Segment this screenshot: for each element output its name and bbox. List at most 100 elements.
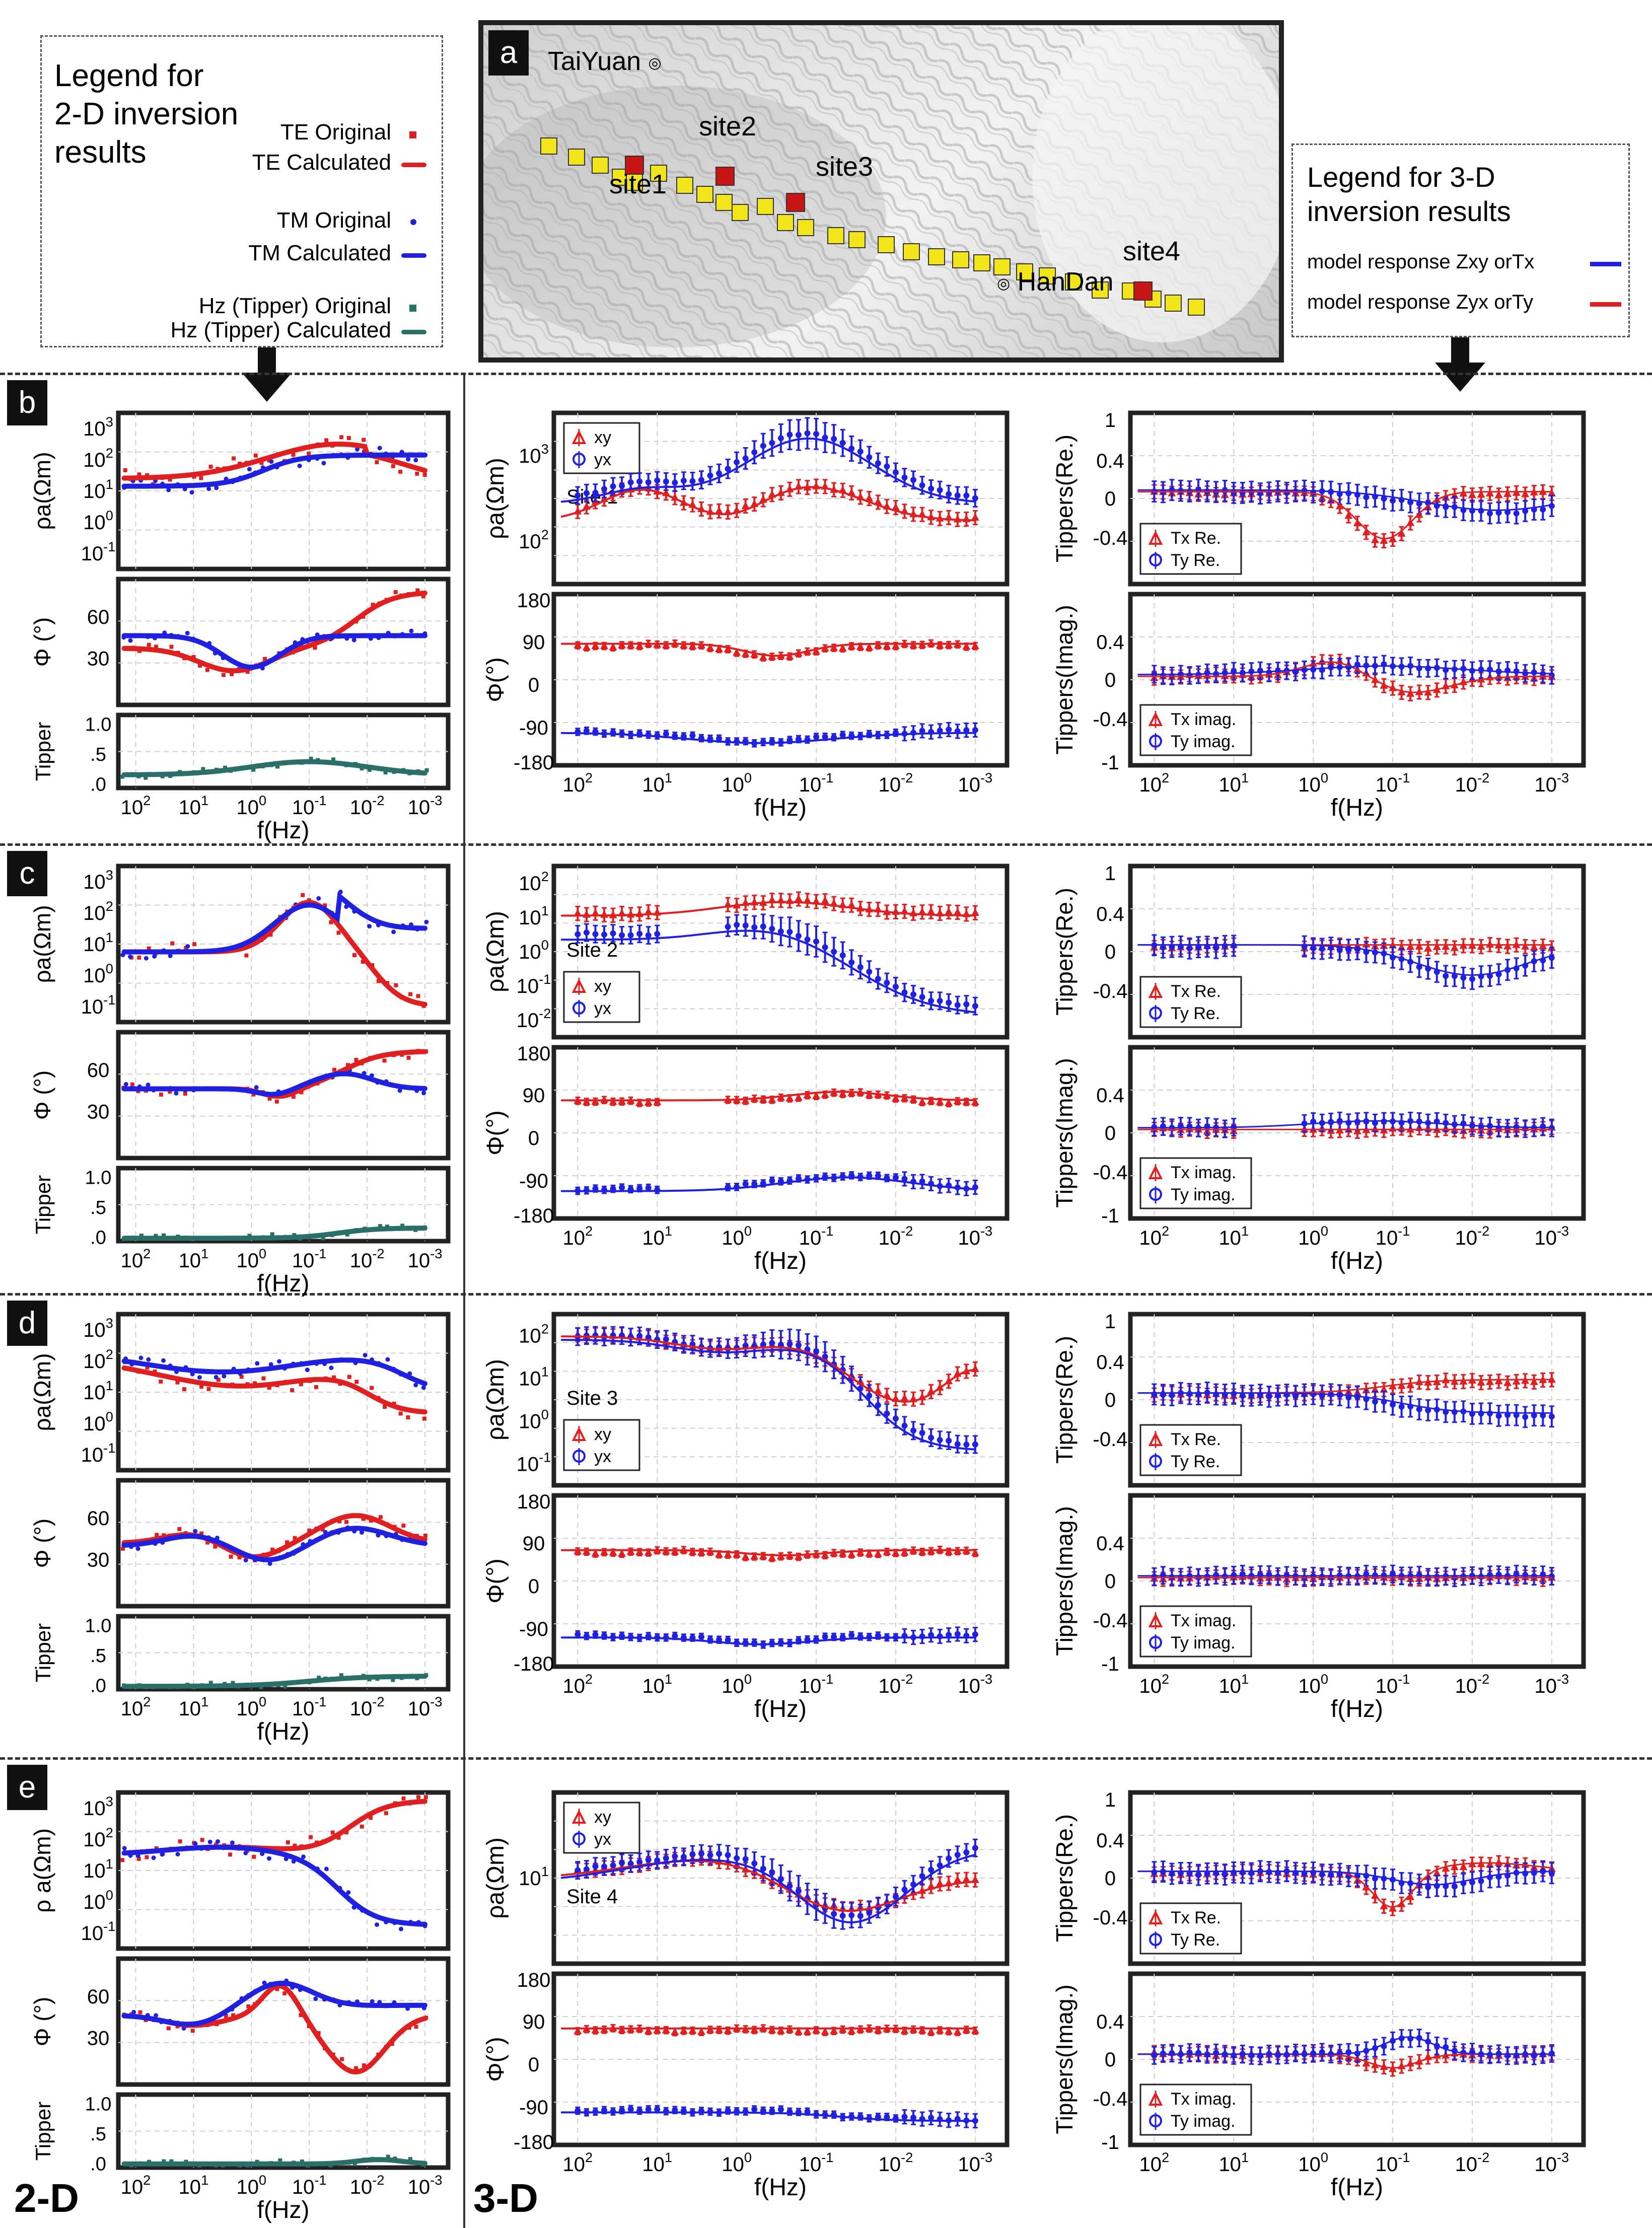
- tick-base: 10: [1298, 1227, 1321, 1249]
- panel-b-ty-im-marker: [1425, 665, 1431, 672]
- panel-d-te-calculated-line: [121, 1365, 427, 1415]
- panel-b-tx-re-marker: [1521, 489, 1530, 497]
- panel-c-yx-phase-marker: [592, 1185, 599, 1192]
- city-taiyuan: TaiYuan ◎: [548, 46, 662, 77]
- panel-b-yx-rho-marker: [919, 482, 925, 488]
- panel-c-tx-re-marker: [1477, 942, 1485, 950]
- tick-base: 10: [563, 1227, 586, 1249]
- tick-exponent: -2: [372, 793, 384, 808]
- panel-b-tipper-re-ytick: -0.4: [1093, 527, 1128, 549]
- panel-c-yx-phase-marker: [636, 1185, 643, 1191]
- panel-c-rho-legend: xy yx: [563, 971, 640, 1023]
- panel-b-tipper-xtick: 101: [1218, 770, 1249, 796]
- panel-c-xy-phase-marker: [794, 1093, 803, 1101]
- tick-base: 10: [236, 1250, 259, 1272]
- panel-c-tm-original-point: [185, 944, 190, 949]
- panel-b-hz-calculated-line: [121, 759, 427, 777]
- panel-d-yx-phase-marker: [822, 1633, 828, 1640]
- panel-d-xy-phase-marker: [591, 1549, 600, 1557]
- tick-base: 10: [1376, 774, 1398, 796]
- panel-c-3d-rho-ytick: 10-2: [517, 1005, 551, 1032]
- panel-c-te-phase-point: [382, 1058, 387, 1063]
- tick-exponent: 1: [106, 476, 113, 492]
- panel-c-2d-xtick: 10-1: [292, 1246, 327, 1272]
- panel-d-tm-original-point: [277, 1359, 282, 1364]
- panel-b-te-original-point: [232, 456, 236, 461]
- tick-exponent: -3: [430, 793, 442, 808]
- panel-b-te-original-point: [137, 472, 141, 477]
- panel-b-tipper-xtick: 10-1: [1376, 770, 1410, 796]
- panel-b-xy-phase-marker: [759, 653, 767, 661]
- panel-c-tx-re-marker: [1424, 944, 1432, 952]
- panel-b-yx-rho-marker: [910, 477, 917, 483]
- panel-c-ty-im-marker: [1540, 1123, 1546, 1130]
- panel-b-xy-rho-marker: [865, 494, 874, 502]
- panel-d-yx-rho-marker: [786, 1341, 793, 1347]
- panel-b-xy-rho-marker: [971, 513, 979, 521]
- tick-base: 10: [879, 1675, 901, 1697]
- panel-c-xy-phase-marker: [891, 1094, 900, 1102]
- tick-exponent: 0: [259, 1246, 266, 1261]
- panel-c-xy-phase-marker: [962, 1097, 971, 1105]
- panel-c-te-original-point: [416, 994, 420, 998]
- panel-b-yx-phase-model-line: [560, 732, 976, 744]
- panel-c-hz-original-point: [378, 1224, 382, 1229]
- panel-b-3d-xtick: 10-2: [879, 770, 913, 796]
- tick-exponent: -1: [1398, 1223, 1410, 1239]
- panel-c-yx-phase-marker: [619, 1184, 625, 1191]
- panel-c-yx-rho-marker: [892, 983, 899, 990]
- panel-b-yx-rho-marker: [654, 477, 661, 484]
- survey-station-marker: [1165, 295, 1182, 312]
- panel-b-tipper-re-ylabel: Tippers(Re.): [1051, 435, 1078, 562]
- tick-exponent: -2: [372, 1246, 384, 1261]
- panel-c-tipper-re-ytick: -0.4: [1093, 980, 1128, 1002]
- city-taiyuan-label: TaiYuan: [548, 47, 641, 76]
- panel-d-xy-phase-marker: [600, 1547, 608, 1555]
- tick-base: 10: [350, 797, 373, 819]
- panel-b-3d-phase-ytick: 90: [523, 631, 545, 654]
- panel-b-2d-rho-ytick: 101: [83, 476, 113, 502]
- panel-c-tipper-xtick: 101: [1218, 1223, 1249, 1249]
- panel-d-yx-rho-marker: [866, 1392, 873, 1399]
- panel-b-hz-original-point: [143, 775, 148, 780]
- panel-d-te-original-point: [182, 1387, 186, 1392]
- tick-base: 10: [350, 1698, 373, 1720]
- panel-c-te-original-point: [301, 893, 305, 897]
- panel-b-yx-rho-marker: [857, 448, 864, 455]
- panel-d-3d-phase-ytick: 180: [517, 1491, 551, 1513]
- panel-b-yx-rho-marker: [786, 432, 793, 438]
- panel-d-3d-phase-ylabel: Φ(°): [482, 1558, 509, 1603]
- panel-c-xy-rho-marker: [803, 896, 812, 904]
- panel-c-te-phase-point: [332, 1067, 336, 1072]
- panel-b-tx-re-marker: [1344, 511, 1353, 519]
- panel-d-tm-phase-point: [360, 1530, 365, 1535]
- panel-b-xy-phase-marker: [971, 641, 979, 650]
- panel-b-yx-rho-marker: [689, 478, 696, 484]
- panel-b-tipper-re-ytick: 0.4: [1096, 450, 1124, 472]
- tick-base: 10: [292, 1250, 315, 1272]
- panel-d-tm-phase-line: [121, 1526, 427, 1562]
- panel-c-3d-rho-ytick: 101: [519, 903, 549, 929]
- panel-d-2d-xlabel: f(Hz): [257, 1718, 310, 1745]
- panel-c-tm-phase-point: [146, 1083, 151, 1088]
- panel-c-yx-rho-marker: [822, 944, 828, 951]
- tick-exponent: 2: [143, 793, 151, 808]
- panel-c-te-phase-point: [274, 1099, 279, 1104]
- panel-c-tx-re-marker: [1432, 942, 1441, 950]
- tick-exponent: -1: [103, 1440, 115, 1456]
- panel-c-tm-phase-point: [421, 1091, 426, 1096]
- tm-calculated-swatch: [401, 253, 426, 258]
- panel-d-ty-re-marker: [1266, 1393, 1272, 1400]
- panel-c-yx-rho-marker: [884, 979, 890, 986]
- tick-base: 10: [408, 797, 430, 819]
- tick-exponent: 0: [1321, 1223, 1328, 1239]
- panel-c-3d-phase-ytick: 0: [528, 1127, 539, 1149]
- panel-c-ty-re-marker: [1336, 947, 1343, 953]
- panel-d-yx-rho-marker: [892, 1415, 899, 1422]
- panel-letter-b: b: [7, 380, 47, 425]
- tick-exponent: 1: [665, 770, 672, 785]
- panel-b-hz-original-point: [251, 767, 256, 772]
- panel-b-xy-phase-marker: [582, 642, 591, 651]
- panel-d-tm-phase-point: [243, 1558, 248, 1563]
- tick-exponent: 0: [541, 937, 549, 953]
